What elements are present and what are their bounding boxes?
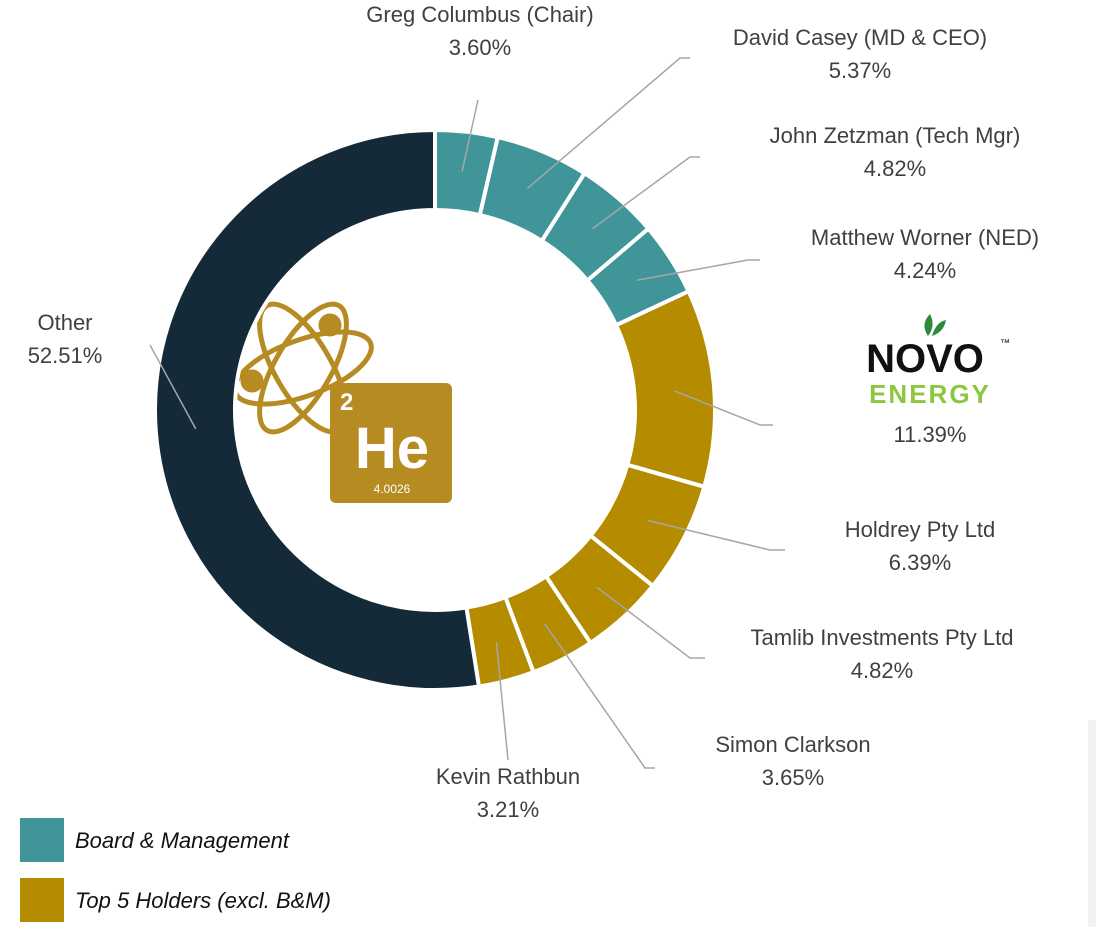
legend-label: Top 5 Holders (excl. B&M): [75, 888, 331, 913]
slice-label: David Casey (MD & CEO): [733, 25, 987, 50]
value-label: 11.39%: [894, 422, 967, 447]
logo-leaf: [924, 314, 946, 336]
atom-icon: [232, 301, 374, 435]
slice-label: Greg Columbus (Chair): [366, 2, 593, 27]
slice-label: Holdrey Pty Ltd: [845, 517, 995, 542]
legend-label: Board & Management: [75, 828, 290, 853]
donut-slice: [613, 288, 717, 490]
leader-line: [636, 259, 760, 281]
leader-line: [526, 57, 690, 190]
legend-swatch: [20, 818, 64, 862]
atomic-mass: 4.0026: [374, 482, 411, 496]
leader-line: [673, 390, 773, 426]
legend-swatch: [20, 878, 64, 922]
atomic-number: 2: [340, 389, 353, 416]
value-label: 6.39%: [889, 550, 951, 575]
leader-line: [596, 586, 705, 659]
slice-label: Tamlib Investments Pty Ltd: [751, 625, 1014, 650]
leader-line: [543, 623, 655, 769]
value-label: 5.37%: [829, 58, 891, 83]
value-label: 3.60%: [449, 35, 511, 60]
value-label: 52.51%: [28, 343, 103, 368]
leader-line: [647, 519, 785, 551]
leader-line: [591, 156, 700, 230]
leader-line: [149, 344, 197, 430]
value-label: 4.82%: [851, 658, 913, 683]
logo-name: NOVO: [866, 337, 984, 381]
logo-sub: ENERGY: [869, 379, 991, 409]
value-label: 4.24%: [894, 258, 956, 283]
edge-panel: [1088, 720, 1096, 927]
element-symbol: He: [355, 416, 429, 481]
slice-label: Simon Clarkson: [715, 732, 870, 757]
slice-label: John Zetzman (Tech Mgr): [770, 123, 1021, 148]
slice-label: Matthew Worner (NED): [811, 225, 1039, 250]
slice-label: Other: [37, 310, 92, 335]
leader-line: [495, 641, 509, 761]
leader-line: [461, 99, 479, 172]
logo-tm: ™: [1000, 338, 1010, 349]
value-label: 3.65%: [762, 765, 824, 790]
donut-slice: [153, 127, 482, 692]
slice-label: Kevin Rathbun: [436, 764, 580, 789]
value-label: 4.82%: [864, 156, 926, 181]
value-label: 3.21%: [477, 797, 539, 822]
element-tile: [330, 383, 452, 503]
